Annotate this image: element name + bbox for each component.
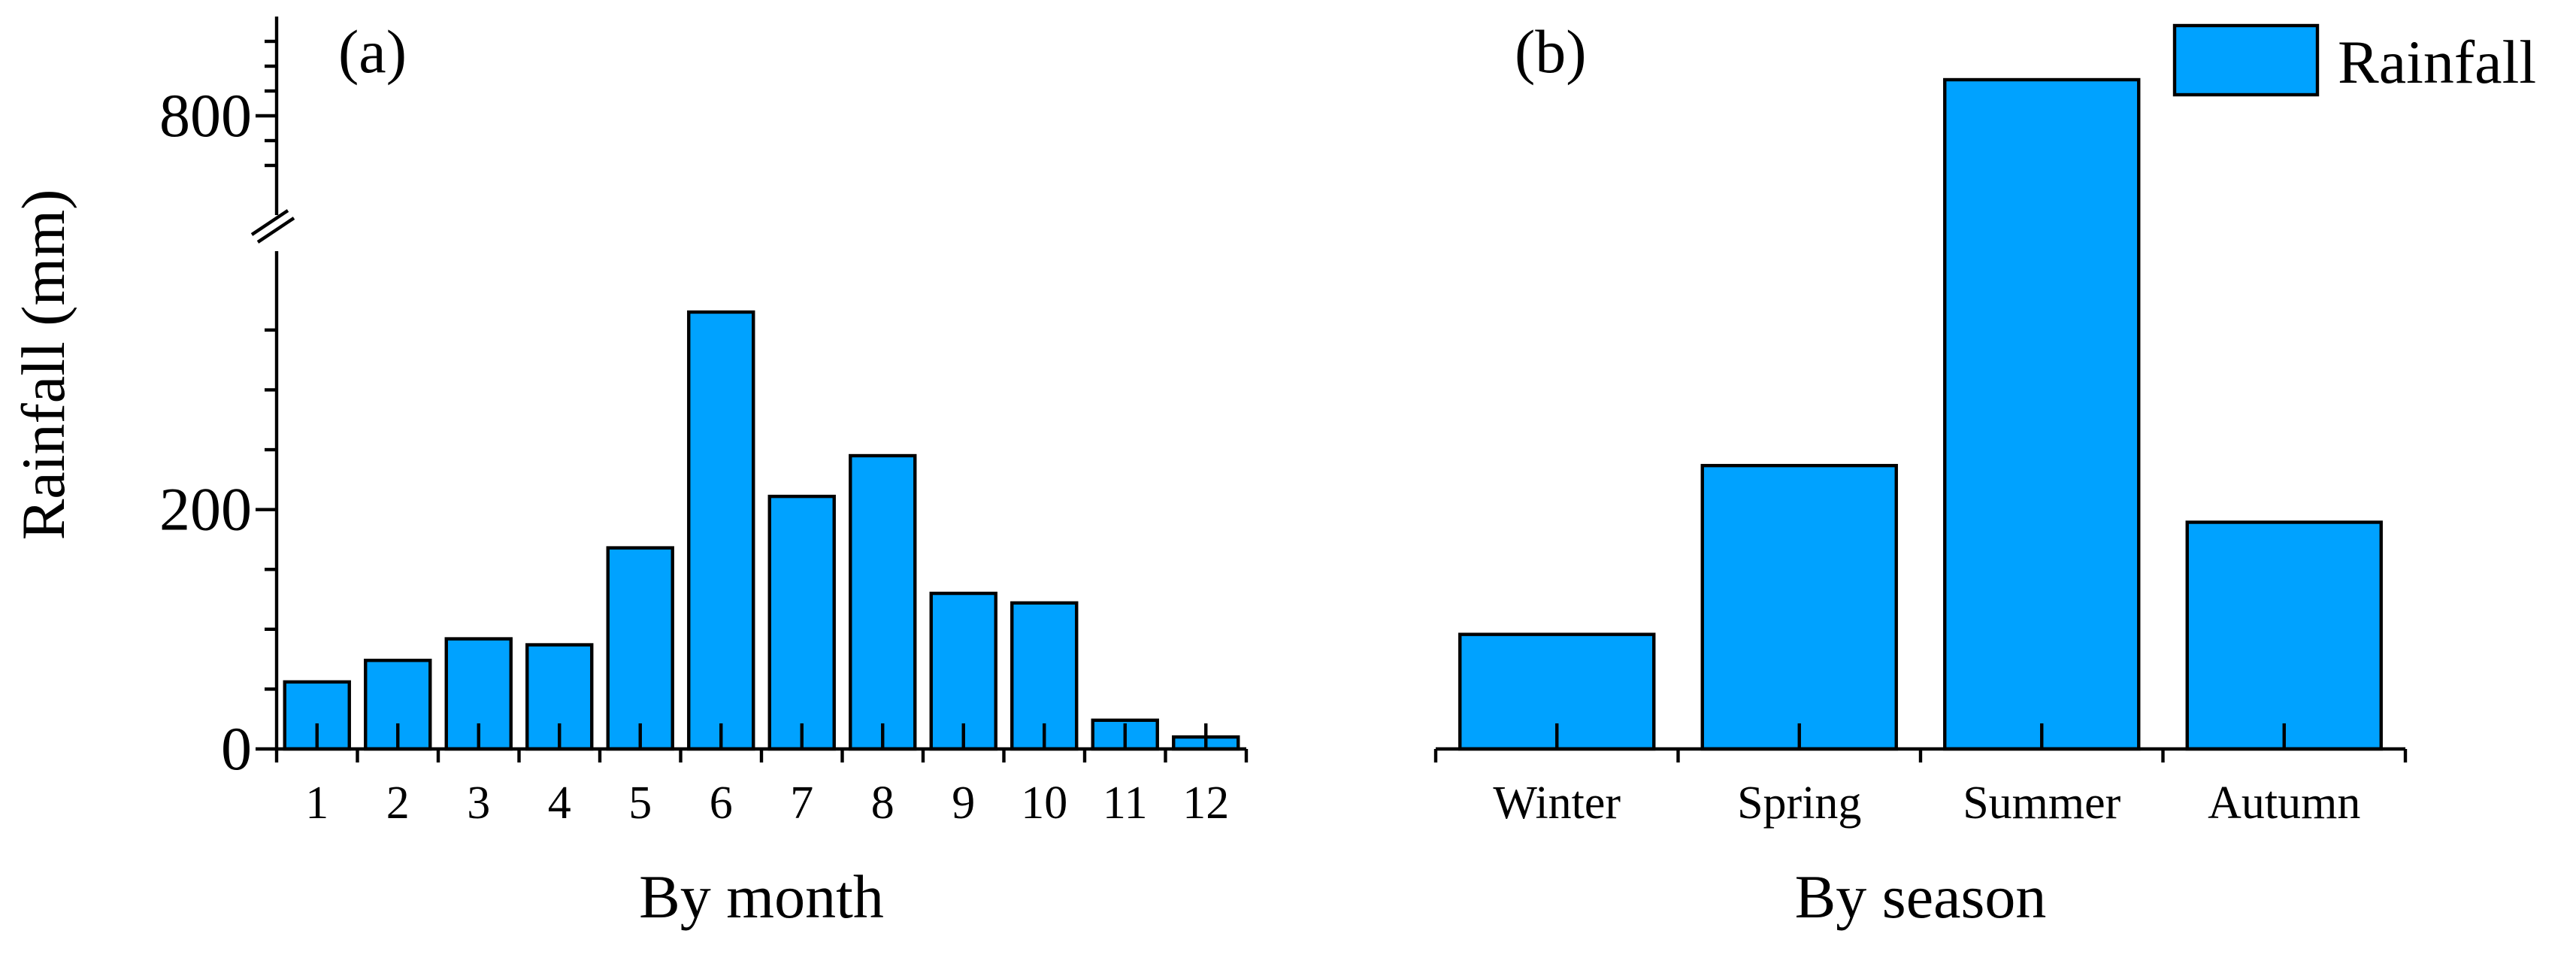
panel-a-x-ticks: 1 2 3 4 5 6 7 8 9 10 11 12 xyxy=(274,749,1249,829)
bar-season-autumn xyxy=(2185,520,2383,751)
x-tick-label: Summer xyxy=(1963,778,2120,829)
x-tick-label: 5 xyxy=(628,778,652,829)
panel-b-bars xyxy=(1458,77,2383,751)
bar-season-spring xyxy=(1700,463,1898,751)
x-tick-label: Autumn xyxy=(2208,778,2360,829)
x-tick-label: 2 xyxy=(386,778,410,829)
panel-a-label: (a) xyxy=(338,17,407,86)
x-tick-label: 8 xyxy=(871,778,894,829)
panel-a-bars xyxy=(283,310,1240,751)
x-tick-label: 7 xyxy=(790,778,813,829)
axis-break-mark-2 xyxy=(256,217,295,244)
panel-b-x-axis-title: By season xyxy=(1795,862,2047,931)
legend-swatch xyxy=(2172,23,2320,97)
bar-month-6 xyxy=(687,310,755,751)
x-tick-label: 6 xyxy=(710,778,733,829)
bar-month-7 xyxy=(767,494,836,751)
legend-label: Rainfall xyxy=(2338,28,2536,96)
x-tick-label: 1 xyxy=(305,778,328,829)
y-tick-label: 200 xyxy=(159,475,252,544)
x-tick-label: 3 xyxy=(467,778,490,829)
y-tick-label: 800 xyxy=(159,81,252,150)
x-tick-label: Winter xyxy=(1493,778,1621,829)
panel-b-by-season: (b) Winter Spring Summer Autumn By season R… xyxy=(1433,17,2536,931)
bar-month-5 xyxy=(606,546,674,751)
legend: Rainfall xyxy=(2172,23,2536,97)
bar-month-8 xyxy=(849,453,917,751)
x-tick-label: Spring xyxy=(1737,778,1861,829)
panel-b-x-ticks: Winter Spring Summer Autumn xyxy=(1433,749,2408,829)
x-tick-label: 4 xyxy=(548,778,571,829)
axis-break-mark-1 xyxy=(250,209,289,236)
panel-a-x-axis-title: By month xyxy=(639,862,884,931)
panel-b-label: (b) xyxy=(1515,17,1587,86)
x-tick-label: 9 xyxy=(952,778,975,829)
y-axis-title: Rainfall (mm) xyxy=(9,189,77,541)
panel-a-y-ticks: 0 200 800 xyxy=(159,39,277,783)
y-tick-label: 0 xyxy=(221,714,252,783)
x-tick-label: 10 xyxy=(1021,778,1067,829)
x-tick-label: 12 xyxy=(1182,778,1229,829)
bar-season-summer xyxy=(1943,77,2141,751)
x-tick-label: 11 xyxy=(1103,778,1148,829)
